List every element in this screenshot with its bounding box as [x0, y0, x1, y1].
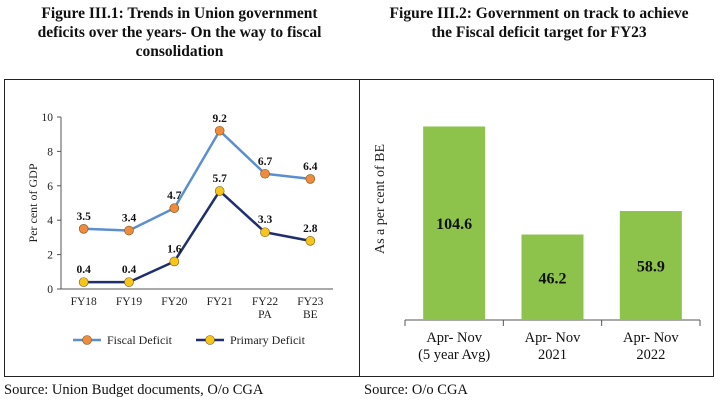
chart1-x-tick-label: BE	[303, 309, 318, 321]
chart1-data-label: 9.2	[212, 113, 227, 125]
chart1-data-point	[124, 225, 134, 236]
chart2-x-tick-label: Apr- Nov	[426, 330, 482, 346]
chart2-bar	[521, 234, 584, 320]
figure1-title-line-1: Figure III.1: Trends in Union government	[41, 5, 318, 22]
chart1-data-point	[305, 236, 316, 246]
chart1-legend-swatch-marker	[205, 335, 215, 345]
chart1-data-point	[78, 277, 89, 287]
chart1-data-label: 1.6	[167, 243, 182, 255]
chart2-data-label: 58.9	[637, 259, 665, 276]
chart1-data-point	[124, 277, 134, 287]
chart2-x-tick-label: Apr- Nov	[623, 330, 679, 346]
chart2-data-label: 104.6	[436, 216, 472, 233]
chart1-x-tick-label: FY23	[297, 296, 323, 308]
chart1-y-tick-label: 8	[47, 146, 53, 158]
chart1-data-point	[169, 256, 180, 267]
figure2-title-line-2: the Fiscal deficit target for FY23	[431, 24, 647, 41]
chart1-y-tick-label: 0	[47, 284, 53, 296]
chart1-series-line-primary-deficit	[83, 189, 311, 284]
figure2-source: Source: O/o CGA	[364, 382, 468, 398]
chart2-x-tick-label: Apr- Nov	[525, 330, 581, 346]
figure1-source: Source: Union Budget documents, O/o CGA	[4, 382, 264, 398]
figure2-title: Figure III.2: Government on track to ach…	[360, 4, 718, 42]
chart1-data-point	[260, 168, 270, 179]
chart1-data-label: 3.3	[258, 214, 273, 226]
chart1-data-point	[305, 174, 316, 184]
chart1-data-label: 0.4	[76, 264, 91, 276]
chart1-y-tick-label: 4	[47, 215, 53, 227]
chart1-x-tick-label: FY20	[161, 296, 187, 308]
chart1-data-point	[214, 186, 225, 196]
chart1-x-tick-label: FY19	[116, 296, 142, 308]
chart1-legend-label: Primary Deficit	[230, 333, 306, 347]
chart1-legend-swatch-marker	[82, 335, 92, 345]
chart1-data-label: 4.7	[167, 190, 182, 202]
chart1-data-label: 3.4	[122, 213, 137, 225]
chart1-y-tick-label: 2	[47, 250, 53, 262]
chart1-data-label: 2.8	[303, 223, 318, 235]
chart1-data-point	[169, 203, 180, 213]
chart1-data-label: 6.4	[303, 161, 318, 173]
chart1-data-point	[260, 227, 270, 238]
figure1-title: Figure III.1: Trends in Union government…	[0, 4, 359, 61]
chart1-data-label: 0.4	[122, 264, 137, 276]
chart1-x-tick-label: FY18	[71, 296, 97, 308]
chart2-data-label: 46.2	[539, 270, 567, 287]
chart2-bar	[619, 211, 682, 320]
chart1-x-tick-label: FY21	[207, 296, 233, 308]
figure1-title-line-2: deficits over the years- On the way to f…	[37, 24, 322, 41]
chart1-series-line-fiscal-deficit	[83, 129, 311, 232]
chart1-data-point	[214, 125, 225, 136]
chart1-data-point	[78, 224, 89, 234]
chart2-x-tick-label: (5 year Avg)	[418, 347, 490, 363]
figure2-chart-frame	[359, 79, 714, 377]
chart1-x-tick-label: PA	[258, 309, 272, 321]
chart1-y-tick-label: 6	[47, 181, 53, 193]
chart1-legend-label: Fiscal Deficit	[107, 333, 173, 347]
chart1-x-tick-label: FY22	[252, 296, 278, 308]
chart1-data-label: 6.7	[258, 156, 273, 168]
chart1-data-label: 3.5	[76, 211, 91, 223]
chart1-y-tick-label: 10	[42, 112, 54, 124]
chart2-x-tick-label: 2022	[636, 347, 665, 363]
chart2-x-tick-label: 2021	[538, 347, 567, 363]
chart1-y-axis-label: Per cent of GDP	[26, 163, 40, 242]
chart2-bar	[423, 126, 486, 321]
figure2-title-line-1: Figure III.2: Government on track to ach…	[389, 5, 689, 22]
chart1-data-label: 5.7	[212, 173, 227, 185]
chart2-y-axis-label: As a per cent of BE	[373, 144, 388, 254]
figure1-title-line-3: consolidation	[135, 43, 224, 60]
